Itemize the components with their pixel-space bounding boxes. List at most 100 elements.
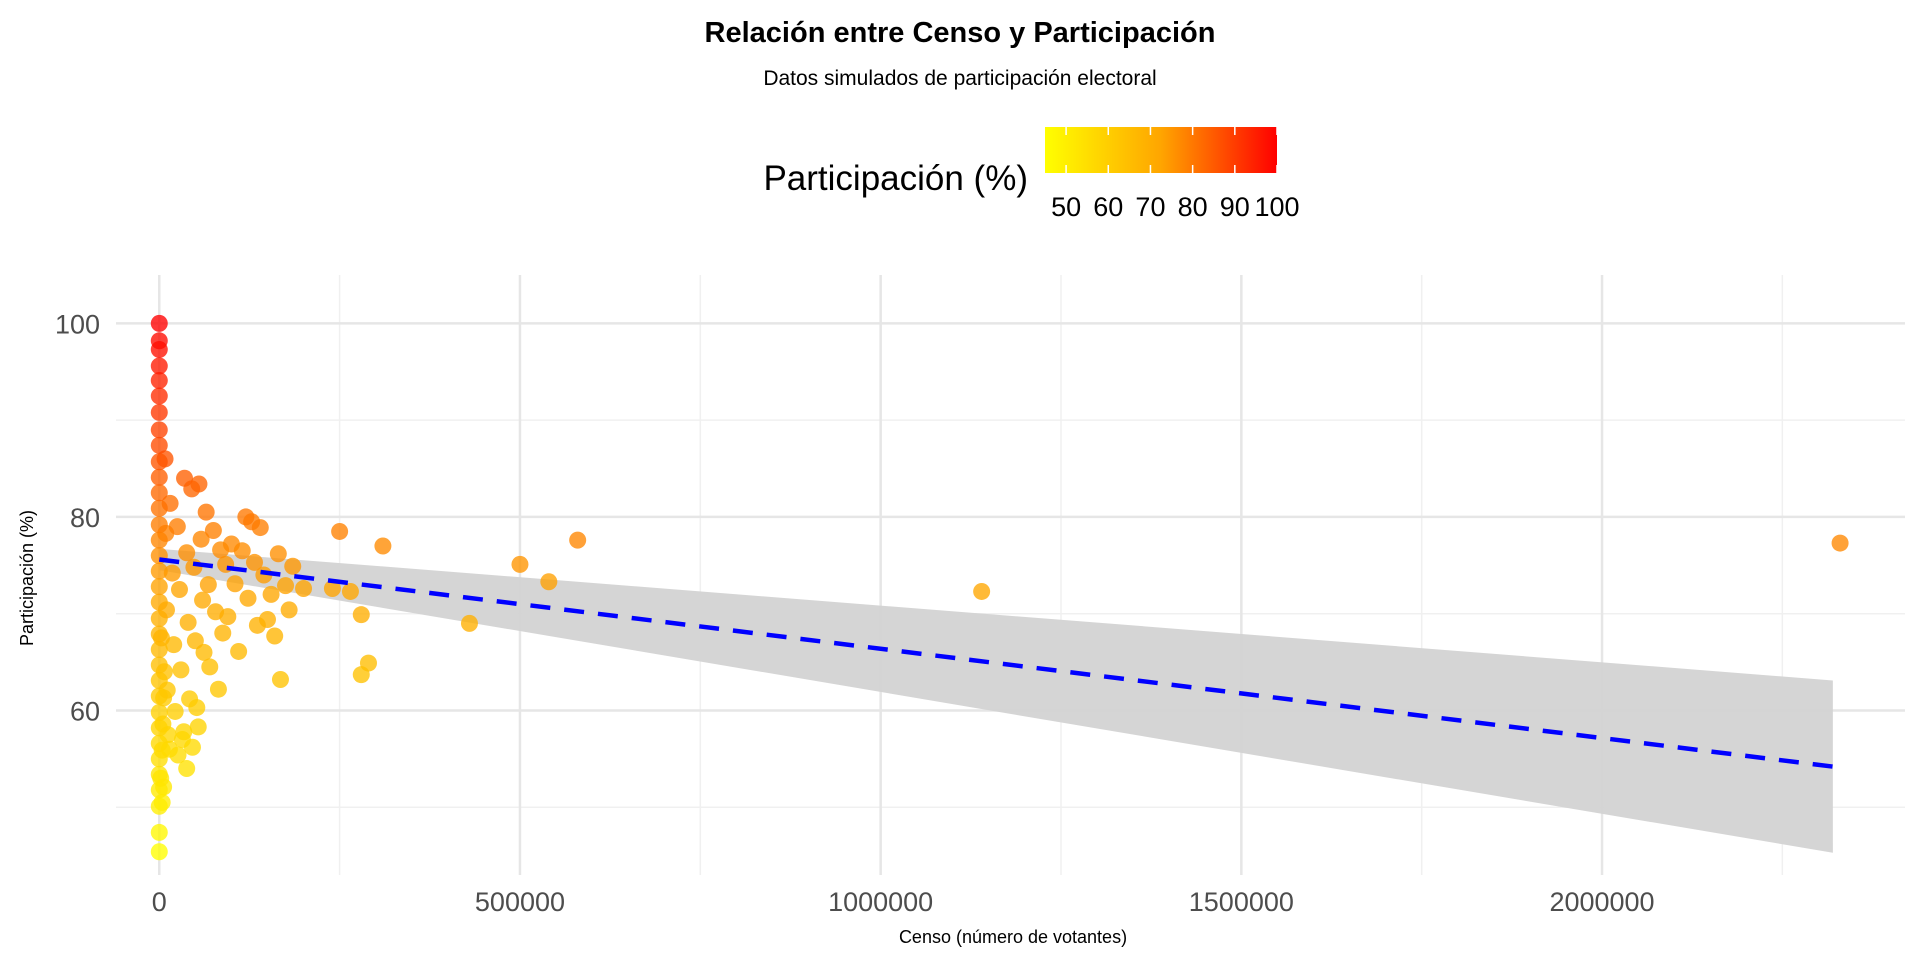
data-point	[237, 508, 255, 526]
color-legend: Participación (%) 50 60 70 80 90 100	[763, 127, 1300, 222]
data-point	[150, 387, 168, 405]
chart-subtitle: Datos simulados de participación elector…	[763, 67, 1156, 90]
data-point	[185, 558, 203, 576]
data-point	[161, 494, 179, 512]
data-point	[150, 421, 168, 439]
data-point	[168, 518, 186, 536]
data-point	[179, 613, 197, 631]
x-tick-label: 2000000	[1549, 887, 1654, 917]
y-axis-label: Participación (%)	[17, 510, 37, 646]
x-axis-ticks: 0 500000 1000000 1500000 2000000	[152, 887, 1655, 917]
data-point	[150, 468, 168, 486]
data-point	[341, 582, 359, 600]
legend-tick-label: 50	[1051, 192, 1081, 222]
data-point	[150, 765, 168, 783]
data-point	[374, 537, 392, 555]
data-point	[150, 371, 168, 389]
data-point	[150, 484, 168, 502]
data-point	[175, 723, 193, 741]
data-point	[246, 553, 264, 571]
points-layer	[150, 314, 1849, 861]
data-point	[280, 601, 298, 619]
data-point	[460, 614, 478, 632]
data-point	[150, 656, 168, 674]
data-point	[150, 436, 168, 454]
data-point	[201, 658, 219, 676]
data-point	[150, 703, 168, 721]
data-point	[331, 522, 349, 540]
data-point	[195, 643, 213, 661]
y-tick-label: 80	[70, 503, 100, 533]
data-point	[150, 516, 168, 534]
y-axis-ticks: 60 80 100	[55, 309, 100, 726]
legend-title: Participación (%)	[763, 159, 1028, 198]
data-point	[150, 403, 168, 421]
y-tick-label: 100	[55, 309, 100, 339]
data-point	[181, 690, 199, 708]
legend-tick-label: 80	[1178, 192, 1208, 222]
data-point	[150, 357, 168, 375]
data-point	[150, 562, 168, 580]
data-point	[352, 606, 370, 624]
data-point	[214, 624, 232, 642]
data-point	[277, 577, 295, 595]
data-point	[178, 760, 196, 778]
data-point	[199, 576, 217, 594]
x-tick-label: 1000000	[828, 887, 933, 917]
legend-tick-label: 100	[1254, 192, 1299, 222]
data-point	[194, 591, 212, 609]
data-point	[156, 450, 174, 468]
x-axis-label: Censo (número de votantes)	[899, 927, 1127, 947]
data-point	[569, 531, 587, 549]
data-point	[189, 718, 207, 736]
data-point	[262, 585, 280, 603]
data-point	[150, 625, 168, 643]
data-point	[973, 582, 991, 600]
legend-colorbar	[1045, 127, 1277, 173]
data-point	[166, 702, 184, 720]
data-point	[197, 503, 215, 521]
data-point	[150, 843, 168, 861]
chart-title: Relación entre Censo y Participación	[705, 17, 1216, 49]
data-point	[163, 564, 181, 582]
data-point	[176, 469, 194, 487]
trend-layer	[159, 557, 1834, 769]
legend-ticks: 50 60 70 80 90 100	[1051, 127, 1300, 222]
data-point	[284, 557, 302, 575]
data-point	[359, 654, 377, 672]
data-point	[150, 314, 168, 332]
data-point	[150, 332, 168, 350]
data-point	[190, 475, 208, 493]
data-point	[172, 661, 190, 679]
data-point	[170, 581, 188, 599]
data-point	[295, 580, 313, 598]
data-point	[540, 573, 558, 591]
data-point	[150, 823, 168, 841]
data-point	[226, 575, 244, 593]
confidence-band-layer	[159, 548, 1833, 853]
data-point	[178, 544, 196, 562]
data-point	[269, 545, 287, 563]
data-point	[222, 535, 240, 553]
data-point	[323, 580, 341, 598]
data-point	[511, 555, 529, 573]
x-tick-label: 0	[152, 887, 167, 917]
legend-tick-label: 70	[1135, 192, 1165, 222]
data-point	[258, 611, 276, 629]
data-point	[209, 680, 227, 698]
data-point	[230, 642, 248, 660]
data-point	[207, 603, 225, 621]
legend-tick-label: 90	[1220, 192, 1250, 222]
data-point	[186, 632, 204, 650]
confidence-band	[159, 548, 1833, 853]
data-point	[150, 578, 168, 596]
data-point	[150, 593, 168, 611]
trend-line	[159, 557, 1834, 769]
data-point	[192, 530, 210, 548]
y-tick-label: 60	[70, 696, 100, 726]
data-point	[266, 627, 284, 645]
data-point	[271, 671, 289, 689]
data-point	[239, 589, 257, 607]
data-point	[204, 521, 222, 539]
